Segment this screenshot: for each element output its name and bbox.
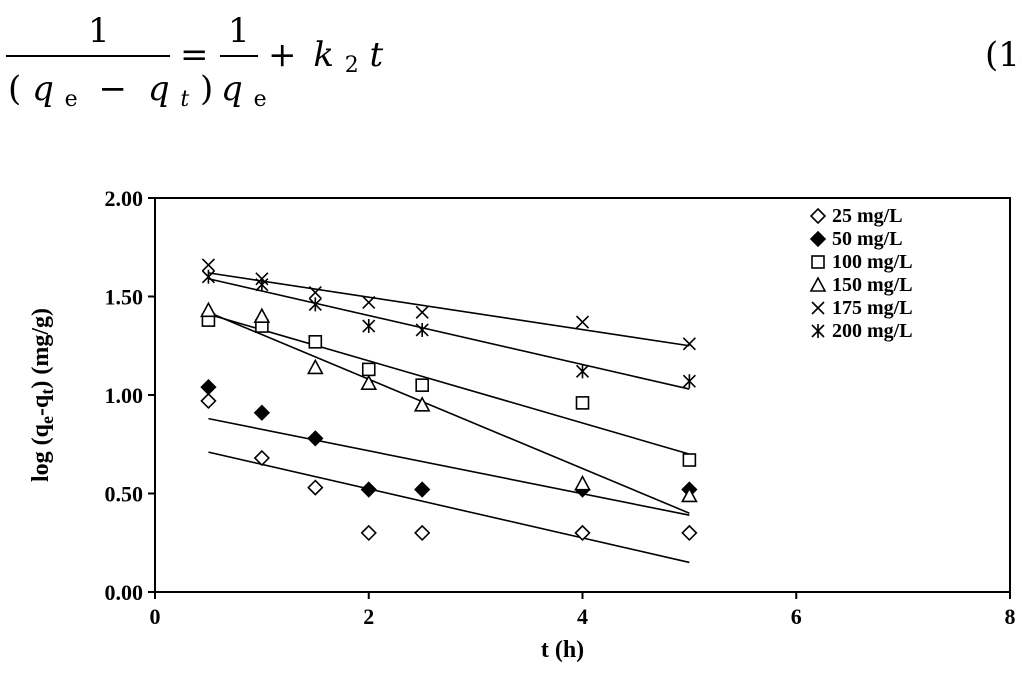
legend-label: 175 mg/L xyxy=(832,297,913,319)
data-point xyxy=(415,322,429,337)
fit-line xyxy=(208,277,690,390)
fit-line xyxy=(208,451,690,564)
data-point xyxy=(574,474,591,491)
y-tick-label: 1.00 xyxy=(105,383,144,408)
data-point xyxy=(682,453,697,467)
y-axis-ticks: 0.00 0.50 1.00 1.50 2.00 xyxy=(105,186,155,605)
legend-marker xyxy=(811,255,825,269)
data-point xyxy=(200,392,217,410)
x-axis-title: t (h) xyxy=(541,637,584,663)
data-point xyxy=(306,358,324,375)
data-point xyxy=(362,295,376,309)
data-point xyxy=(682,337,696,351)
data-point xyxy=(575,315,590,329)
legend-marker xyxy=(811,301,825,315)
data-point xyxy=(307,430,324,447)
data-point xyxy=(361,362,376,377)
data-point xyxy=(414,524,431,542)
y-axis-title: log (qe-qt) (mg/g) xyxy=(28,308,57,482)
legend-marker xyxy=(809,230,827,248)
data-point xyxy=(200,301,217,318)
legend-label: 200 mg/L xyxy=(832,320,913,342)
legend-label: 50 mg/L xyxy=(832,228,903,250)
legend-label: 150 mg/L xyxy=(832,274,913,296)
x-tick-label: 6 xyxy=(791,604,802,629)
y-tick-label: 0.00 xyxy=(105,580,144,605)
data-point xyxy=(200,378,217,396)
data-point xyxy=(360,481,377,498)
equation-rhs-term: + k 2 t xyxy=(268,35,384,81)
fit-lines xyxy=(208,272,690,564)
data-point xyxy=(360,374,378,390)
data-point xyxy=(253,404,271,421)
equation-equals: = xyxy=(180,35,209,75)
y-tick-label: 0.50 xyxy=(105,482,144,507)
data-point xyxy=(308,297,322,312)
data-point xyxy=(681,524,698,542)
equation-lhs-numerator: 1 xyxy=(88,11,110,51)
data-point xyxy=(307,479,324,496)
data-point xyxy=(253,307,271,323)
data-point xyxy=(682,374,696,389)
data-point xyxy=(255,277,269,292)
data-markers xyxy=(200,258,698,542)
data-point xyxy=(414,481,431,498)
equation: 1 ( q e − q t ) = 1 q e + k 2 t (14 xyxy=(6,11,1021,115)
data-point xyxy=(253,449,271,467)
legend-marker xyxy=(809,207,827,225)
data-point xyxy=(201,269,216,284)
equation-number: (14 xyxy=(985,35,1021,75)
data-point xyxy=(575,396,590,410)
x-axis-ticks: 0 2 4 6 8 xyxy=(150,592,1016,629)
fit-line xyxy=(208,417,690,516)
legend-label: 100 mg/L xyxy=(832,251,913,273)
data-point xyxy=(308,285,322,300)
y-tick-label: 1.50 xyxy=(105,285,144,310)
legend-label: 25 mg/L xyxy=(832,205,903,227)
data-point xyxy=(413,396,431,412)
data-point xyxy=(681,486,698,503)
data-point xyxy=(415,378,429,392)
equation-rhs-denominator: q e xyxy=(221,69,267,112)
legend-marker xyxy=(811,324,825,338)
x-tick-label: 0 xyxy=(150,604,161,629)
equation-rhs-numerator: 1 xyxy=(228,11,250,51)
data-point xyxy=(360,524,377,542)
data-point xyxy=(574,524,591,542)
y-tick-label: 2.00 xyxy=(105,186,144,211)
fit-line xyxy=(208,313,690,455)
data-point xyxy=(201,258,216,272)
data-point xyxy=(575,364,590,379)
equation-lhs-denominator: ( q e − q t ) xyxy=(8,69,213,115)
fit-line xyxy=(208,311,690,514)
fit-line xyxy=(208,272,690,347)
x-tick-label: 2 xyxy=(363,604,374,629)
x-tick-label: 8 xyxy=(1005,604,1016,629)
data-point xyxy=(308,335,323,349)
chart: 0 2 4 6 8 0.00 0.50 1.00 1.50 2.00 t (h) log (qe… xyxy=(28,186,1016,663)
data-point xyxy=(362,319,376,334)
data-point xyxy=(415,305,429,319)
x-tick-label: 4 xyxy=(577,604,588,629)
legend-marker xyxy=(809,276,827,292)
